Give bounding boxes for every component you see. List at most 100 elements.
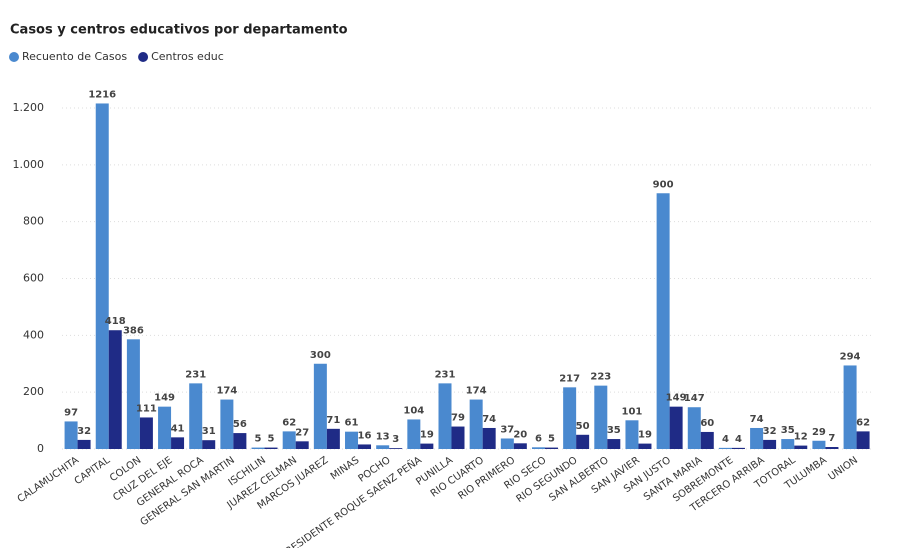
bar — [718, 447, 732, 449]
data-label: 19 — [638, 430, 652, 441]
bar — [531, 447, 545, 449]
bar — [326, 428, 340, 449]
data-label: 31 — [202, 426, 216, 437]
data-label: 41 — [171, 423, 185, 434]
data-label: 900 — [653, 179, 674, 190]
data-label: 294 — [840, 351, 861, 362]
data-label: 60 — [700, 418, 714, 429]
data-label: 174 — [466, 386, 487, 397]
bar — [763, 439, 777, 449]
bar — [158, 406, 172, 449]
data-label: 74 — [750, 414, 764, 425]
data-label: 32 — [763, 426, 777, 437]
y-tick-label: 600 — [23, 272, 44, 285]
bar — [482, 427, 496, 449]
bar — [202, 440, 216, 449]
data-label: 27 — [295, 427, 309, 438]
bar — [794, 445, 808, 449]
bar — [420, 443, 434, 449]
bar — [108, 330, 122, 449]
bar — [451, 426, 465, 449]
data-label: 4 — [735, 434, 742, 445]
bar — [513, 443, 527, 449]
bar — [282, 431, 296, 449]
data-label: 4 — [722, 434, 729, 445]
data-label: 418 — [105, 316, 126, 327]
bar — [781, 439, 795, 449]
data-label: 50 — [576, 421, 590, 432]
y-tick-label: 1.200 — [13, 101, 45, 114]
bar — [563, 387, 577, 449]
bar — [64, 421, 78, 449]
bar — [220, 399, 234, 449]
bar — [843, 365, 857, 449]
bar — [313, 363, 327, 449]
bar — [264, 447, 278, 449]
data-label: 231 — [185, 369, 206, 380]
bar — [139, 417, 153, 449]
data-label: 61 — [345, 418, 359, 429]
bar — [625, 420, 639, 449]
x-tick-label: UNION — [827, 455, 860, 483]
legend-marker — [138, 52, 149, 62]
bar — [544, 447, 558, 449]
data-label: 16 — [358, 430, 372, 441]
bar — [750, 427, 764, 449]
bar — [358, 444, 372, 449]
data-label: 5 — [548, 434, 555, 445]
bar — [576, 434, 590, 449]
bar — [389, 448, 403, 449]
data-label: 79 — [451, 413, 465, 424]
bar — [126, 339, 140, 449]
data-label: 97 — [64, 407, 78, 418]
bar — [233, 433, 247, 449]
bar — [295, 441, 309, 449]
data-label: 300 — [310, 350, 331, 361]
bar — [469, 399, 483, 449]
y-tick-label: 200 — [23, 385, 44, 398]
data-label: 56 — [233, 419, 247, 430]
data-label: 149 — [666, 393, 687, 404]
bar — [77, 439, 91, 449]
chart-title: Casos y centros educativos por departame… — [10, 23, 348, 38]
x-tick-label: CAPITAL — [73, 455, 113, 488]
bar — [731, 447, 745, 449]
data-label: 223 — [590, 372, 611, 383]
bar — [594, 385, 608, 449]
bar — [500, 438, 514, 449]
y-tick-label: 400 — [23, 328, 44, 341]
legend-marker — [9, 52, 19, 62]
bar — [171, 437, 185, 449]
data-label: 101 — [622, 406, 643, 417]
data-label: 6 — [535, 433, 542, 444]
bar — [656, 193, 670, 449]
bar — [687, 407, 701, 449]
bar — [189, 383, 203, 449]
y-tick-label: 800 — [23, 215, 44, 228]
data-label: 29 — [812, 427, 826, 438]
x-tick-label: MINAS — [329, 455, 362, 483]
x-tick-label: CALAMUCHITA — [16, 455, 81, 505]
bar — [438, 383, 452, 449]
bar — [812, 440, 826, 449]
data-label: 3 — [392, 434, 399, 445]
y-tick-label: 0 — [37, 442, 44, 455]
data-label: 147 — [684, 393, 705, 404]
bar — [856, 431, 870, 449]
legend-label: Centros educ — [151, 50, 224, 63]
data-label: 174 — [216, 386, 237, 397]
data-label: 104 — [403, 405, 424, 416]
bar — [407, 419, 421, 449]
data-label: 13 — [376, 431, 390, 442]
data-label: 231 — [435, 369, 456, 380]
bar — [700, 431, 714, 449]
data-label: 35 — [781, 425, 795, 436]
data-label: 35 — [607, 425, 621, 436]
data-label: 5 — [268, 434, 275, 445]
data-label: 62 — [282, 417, 296, 428]
bar — [669, 406, 683, 449]
data-label: 20 — [513, 429, 527, 440]
data-label: 1216 — [88, 89, 116, 100]
bar — [825, 447, 839, 449]
